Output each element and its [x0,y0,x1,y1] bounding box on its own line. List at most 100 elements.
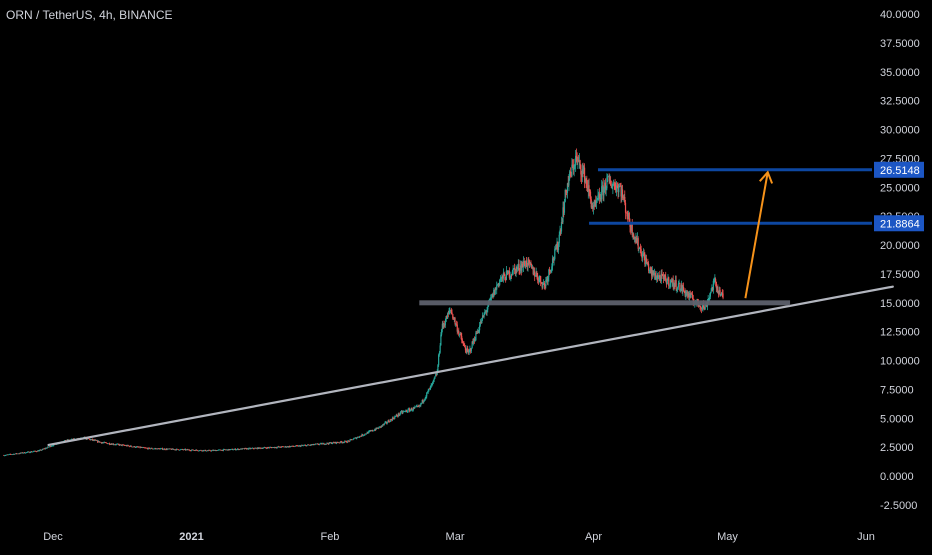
trendline[interactable] [47,285,894,447]
candle [445,315,447,323]
candle [580,171,583,185]
candle [129,445,132,448]
candle [479,318,481,327]
candle [294,445,296,447]
candle [7,454,9,456]
candle [250,447,252,450]
candle [644,252,646,267]
candle [532,266,534,276]
candle [600,194,602,203]
candle [497,282,499,288]
candle [347,440,350,442]
candle [192,449,194,451]
candle [525,256,528,268]
candle [589,189,592,204]
candle [551,263,553,273]
candle [38,449,40,452]
candle [717,284,719,294]
candle [665,271,667,283]
time-axis[interactable]: Dec 2021 Feb Mar Apr May Jun [43,531,875,543]
candle [359,435,362,437]
candle [20,452,22,454]
candle [102,442,104,444]
projection-arrow-shaft[interactable] [744,172,769,299]
candle [15,453,17,455]
candle [360,435,362,437]
candle [133,446,135,448]
candle [336,441,338,445]
candle [181,448,184,451]
candle [282,446,284,448]
candle [605,185,607,197]
candle [549,269,551,274]
candle [720,293,722,297]
candle [618,183,621,188]
candle [688,291,690,300]
candle [41,448,44,451]
candle [477,329,479,334]
candle [106,442,108,444]
candle [243,447,245,450]
candle [545,276,547,289]
support-zone[interactable] [419,300,791,306]
candle [315,443,318,445]
candle [505,276,507,283]
candle [159,448,161,450]
candle [668,276,670,290]
candle [550,269,552,274]
price-axis[interactable]: 40.000037.500035.000032.500030.000027.50… [874,9,924,512]
candle [257,447,259,450]
candle [348,440,350,443]
candle [371,429,373,432]
candle [684,288,686,298]
candle [395,414,397,417]
candle [330,442,333,444]
candle [441,321,443,333]
candle [247,448,249,450]
candle [361,433,363,437]
candle [88,438,91,440]
candle [451,309,453,315]
candle [149,447,151,450]
candle [325,443,327,445]
candle [147,447,149,450]
candle [404,410,406,413]
candle [576,152,578,165]
candle [596,197,598,203]
candle [222,449,224,452]
candle [537,272,539,284]
candle [316,443,318,445]
candle [154,447,156,450]
candle [714,274,716,283]
candle [381,425,383,427]
candle [132,446,134,448]
candle [506,270,508,275]
candle [394,415,396,420]
candle [162,448,164,451]
candle [100,442,102,444]
candle [97,440,99,444]
candle [515,264,517,278]
candle [104,441,106,443]
candle [598,191,600,202]
candle [578,153,580,169]
candle [176,448,178,450]
candle [614,178,616,191]
candle [290,446,292,447]
candle [701,304,703,311]
candle [479,321,481,334]
candle [689,290,691,299]
candle [623,193,625,203]
candle [167,448,169,450]
candle [344,440,347,442]
candle [645,254,647,265]
candle [535,267,537,278]
candle [580,164,582,182]
candle [288,446,290,448]
candle [31,451,33,453]
candle [230,449,232,450]
candle [103,441,105,444]
candle [546,275,548,285]
candle [175,448,177,451]
